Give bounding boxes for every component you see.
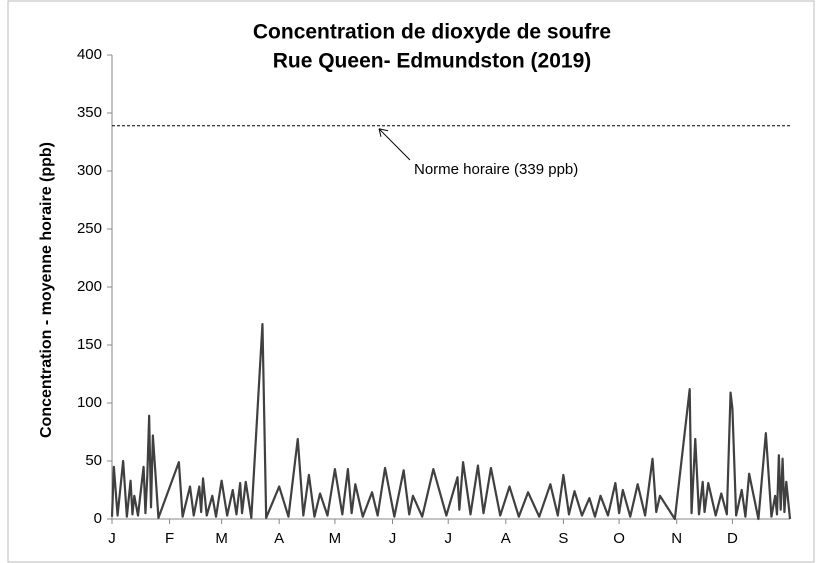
y-tick-label: 150: [77, 336, 102, 353]
data-line: [110, 323, 792, 521]
x-tick-label: N: [671, 530, 682, 547]
y-tick-label: 250: [77, 220, 102, 237]
x-tick-label: J: [444, 530, 452, 547]
y-tick-label: 0: [94, 510, 102, 527]
x-tick-label: O: [613, 530, 625, 547]
x-tick-label: J: [389, 530, 397, 547]
y-tick-label: 350: [77, 104, 102, 121]
chart-border: [7, 0, 815, 563]
y-tick-label: 300: [77, 162, 102, 179]
annotation: Norme horaire (339 ppb): [414, 161, 578, 178]
x-tick-label: M: [329, 530, 342, 547]
x-tick-label: D: [727, 530, 738, 547]
annotation-arrow: [378, 128, 411, 161]
y-axis-label: Concentration - moyenne horaire (ppb): [38, 142, 55, 438]
y-tick-label: 400: [77, 46, 102, 63]
chart-subtitle: Rue Queen- Edmundston (2019): [273, 50, 592, 73]
x-tick-label: S: [558, 530, 568, 547]
x-tick-label: A: [501, 530, 511, 547]
y-tick-label: 50: [85, 452, 102, 469]
x-tick-label: A: [274, 530, 284, 547]
x-tick-label: J: [108, 530, 116, 547]
arrow-head: [378, 128, 389, 137]
chart-title: Concentration de dioxyde de soufre: [253, 21, 611, 44]
x-tick-label: F: [165, 530, 174, 547]
x-tick-label: M: [215, 530, 228, 547]
y-tick-label: 100: [77, 394, 102, 411]
y-tick-label: 200: [77, 278, 102, 295]
